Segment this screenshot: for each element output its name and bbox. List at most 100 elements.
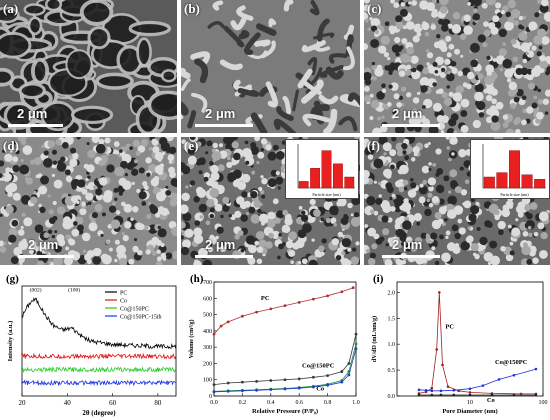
x-tick-label: 40 <box>64 399 72 407</box>
scale-label: 2 μm <box>205 237 236 252</box>
series-line-3 <box>21 379 176 387</box>
data-point <box>312 375 315 379</box>
data-point <box>241 389 244 393</box>
data-point <box>326 383 329 387</box>
panel-label-c: (c) <box>367 1 382 16</box>
x-axis-label: Pore Diameter (nm) <box>442 408 497 415</box>
series-line-2 <box>213 343 357 392</box>
sem-panel-c: (c) 2 μm <box>364 0 550 133</box>
data-point <box>534 393 538 397</box>
data-point <box>297 377 301 381</box>
data-point <box>452 393 456 397</box>
data-point <box>439 393 443 397</box>
panel-label: (h) <box>190 273 204 285</box>
y-tick-label: 100 <box>203 378 212 384</box>
peak-label: (002) <box>30 287 42 294</box>
x-tick-label: 0.8 <box>324 400 332 406</box>
y-axis-label: dV/dD (mL/nm/g) <box>371 316 378 362</box>
data-point <box>354 332 358 336</box>
x-tick-label: 20 <box>19 399 27 407</box>
histogram-bar <box>534 179 546 189</box>
y-tick-label: 0 <box>209 394 212 400</box>
scale-bar <box>18 255 74 258</box>
series-line-0 <box>213 287 354 335</box>
data-point <box>297 386 301 390</box>
y-tick-label: 1.0 <box>388 342 396 348</box>
data-point <box>354 342 358 346</box>
panel-label-b: (b) <box>184 1 200 16</box>
x-axis-label: Relative Pressure (P/P₀) <box>252 408 318 415</box>
curve-label: Co <box>316 385 324 392</box>
data-point <box>219 324 223 328</box>
data-point <box>312 297 315 301</box>
data-point <box>255 379 258 383</box>
histogram-bar <box>333 163 343 189</box>
data-point <box>326 294 329 298</box>
histogram-bar <box>310 168 320 189</box>
x-tick-label: 100 <box>539 400 548 406</box>
data-point <box>226 381 230 385</box>
data-point <box>255 388 258 392</box>
data-point <box>468 391 472 394</box>
data-point <box>441 363 444 367</box>
data-point <box>430 393 434 397</box>
legend-label: Co@150PC-15th <box>120 315 162 321</box>
series-line-3 <box>213 348 357 393</box>
peak-label: (100) <box>68 287 80 294</box>
x-tick-label: 0.6 <box>295 400 303 406</box>
data-point <box>340 290 344 294</box>
histogram-bar <box>496 172 508 189</box>
data-point <box>519 392 523 396</box>
data-point <box>481 384 485 387</box>
histogram-bar <box>509 150 521 189</box>
x-axis-label: 2θ (degree) <box>82 409 116 417</box>
curve-label: Co@150PC <box>302 363 335 370</box>
scale-label: 2 μm <box>392 106 423 121</box>
data-point <box>269 379 273 382</box>
scale-label: 2 μm <box>205 106 236 121</box>
data-point <box>326 374 329 378</box>
y-axis-label: Intensity (a.u.) <box>7 321 14 362</box>
series-line-1 <box>418 368 537 392</box>
scale-bar <box>195 124 253 127</box>
scale-bar <box>382 255 440 258</box>
curve-label: PC <box>445 324 454 331</box>
x-tick-label: 80 <box>154 399 162 407</box>
curve-label: PC <box>261 295 270 302</box>
y-tick-label: 2.0 <box>388 290 396 296</box>
inset-xlabel: Particle size (nm) <box>312 192 341 197</box>
y-tick-label: 600 <box>203 296 212 302</box>
y-tick-label: 0.0 <box>388 394 396 400</box>
data-point <box>340 370 344 373</box>
curve-label: Co@150PC <box>495 359 528 366</box>
data-point <box>212 390 216 394</box>
data-point <box>452 389 456 392</box>
histogram-bar <box>298 181 309 189</box>
sem-panel-b: (b) 2 μm <box>181 0 360 133</box>
data-point <box>283 378 287 382</box>
data-point <box>283 387 287 391</box>
data-point <box>354 347 358 351</box>
data-point <box>439 389 443 393</box>
histogram-bar <box>344 176 355 189</box>
data-point <box>435 348 439 351</box>
series-line-0 <box>21 297 177 350</box>
panel-label-e: (e) <box>184 138 199 153</box>
data-point <box>430 389 434 393</box>
data-point <box>351 286 355 290</box>
data-point <box>512 393 516 397</box>
data-point <box>269 307 273 311</box>
curve-label: Co <box>487 397 495 404</box>
series-line-0 <box>418 292 536 395</box>
x-tick-label: 0.4 <box>267 400 275 406</box>
data-point <box>269 388 273 392</box>
data-point <box>312 385 315 389</box>
panel-label: (i) <box>373 273 384 285</box>
data-point <box>468 387 472 391</box>
x-tick-label: 1.0 <box>352 400 360 406</box>
data-point <box>446 385 450 388</box>
scale-label: 2 μm <box>28 237 59 252</box>
panel-label: (g) <box>6 273 19 285</box>
data-point <box>226 320 230 324</box>
